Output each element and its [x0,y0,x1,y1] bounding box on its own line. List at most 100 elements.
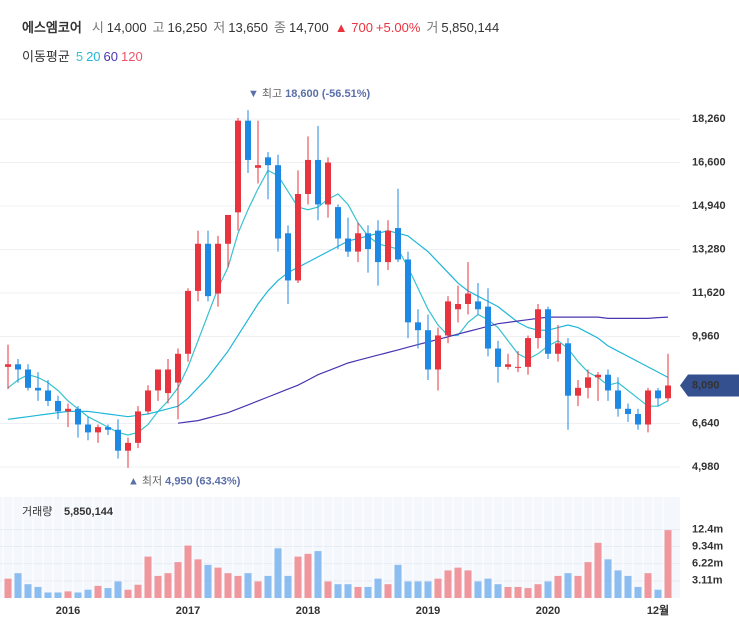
candle-body [135,411,141,443]
x-tick-label: 2019 [416,605,440,617]
quote-label: 거 [426,20,439,35]
volume: 5,850,144 [441,20,500,35]
candle-body [115,429,121,451]
y-tick-label: 18,260 [692,113,726,125]
candle-body [155,369,161,391]
volume-bar [624,575,632,598]
volume-bar [424,581,432,598]
quote-value: 13,650 [228,20,269,35]
y-tick-label: 4,980 [692,461,720,473]
volume-bar [194,559,202,598]
volume-bar [334,584,342,598]
volume-bar [304,553,312,598]
legend-entry: 120 [121,49,143,64]
volume-bar [374,578,382,598]
candle-body [85,424,91,433]
candle-body [405,259,411,323]
candle-body [225,214,231,244]
volume-bar [64,591,72,598]
candle-body [255,165,261,168]
y-tick-label: 16,600 [692,156,726,168]
candle-body [645,390,651,425]
candle-body [635,414,641,425]
candle-body [95,427,101,433]
volume-bar [114,581,122,598]
candle-body [475,301,481,310]
quote-label: 시 [91,20,104,35]
annotation: ▼ 최고 18,600 (-56.51%) [248,87,370,100]
volume-bar [14,573,22,598]
volume-bar [204,564,212,598]
candle-body [585,377,591,388]
legend-entry: 20 [86,49,101,64]
volume-bar [634,586,642,598]
volume-bar [564,573,572,598]
candle-body [145,390,151,412]
volume-bar [104,588,112,598]
candle-body [525,338,531,367]
y-tick-label: 3.11m [692,575,723,587]
candle-body [445,301,451,336]
quote-label: 고 [152,20,165,35]
volume-bar [404,581,412,598]
candle-body [295,193,301,281]
candle-body [165,369,171,394]
volume-bar [274,548,282,598]
candle-body [605,374,611,391]
y-tick-label: 6.22m [692,558,723,570]
candle-body [385,230,391,263]
candle-body [305,159,311,194]
volume-bar [94,585,102,598]
candle-body [205,243,211,297]
volume-bar [254,581,262,598]
annotation-label: 최저 [142,475,162,488]
candle-body [5,364,11,367]
x-tick-label: 2016 [56,605,80,617]
candle-body [625,408,631,415]
annotation-marker: ▲ [128,476,139,488]
volume-bar [74,592,82,598]
volume-bar [584,562,592,598]
candle-body [485,306,491,349]
candle-body [565,343,571,396]
y-tick-label: 6,640 [692,417,720,429]
candle-body [275,165,281,239]
candle-body [15,364,21,370]
volume-bar [344,584,352,598]
legend-title: 이동평균 [22,49,70,64]
y-tick-label: 13,280 [692,243,726,255]
volume-bar [34,586,42,598]
volume-bar [664,530,672,598]
candle-body [375,230,381,263]
quote-label: 종 [274,20,286,35]
candle-body [395,228,401,260]
candle-body [335,207,341,239]
volume-bar [284,575,292,598]
ma-line [177,316,669,424]
candle-body [175,353,181,383]
volume-bar [294,556,302,598]
y-tick-label: 14,940 [692,200,726,212]
volume-bar [244,573,252,598]
ma-legend: 이동평균 5 20 60 120 [22,46,146,65]
volume-bar [534,584,542,598]
volume-bar [434,578,442,598]
volume-bar [614,570,622,598]
y-tick-label: 11,620 [692,287,725,299]
volume-bar [164,573,172,598]
candle-body [595,374,601,378]
x-tick-label: 2020 [536,605,560,617]
candle-body [195,243,201,291]
legend-entry: 60 [103,49,119,64]
volume-bar [144,556,152,598]
volume-bar [4,578,12,598]
volume-bar [524,588,532,598]
quote-value: 14,700 [288,20,329,35]
volume-bar [414,581,422,598]
volume-bar [264,575,272,598]
volume-bar [654,589,662,598]
quote-value: 14,000 [106,20,147,35]
candle-body [55,400,61,412]
candle-body [285,233,291,281]
